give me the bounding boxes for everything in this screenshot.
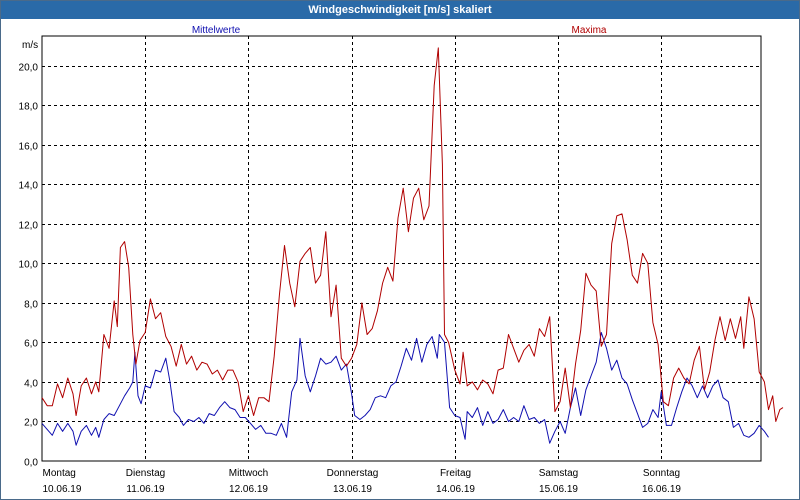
legend-entry-mittelwerte: Mittelwerte <box>192 25 241 36</box>
y-tick-label: 0,0 <box>24 458 38 469</box>
y-tick-label: 18,0 <box>19 102 39 113</box>
x-tick-weekday: Dienstag <box>126 468 165 479</box>
y-tick-label: 20,0 <box>19 63 39 74</box>
window-title: Windgeschwindigkeit [m/s] skaliert <box>1 1 799 19</box>
x-tick-weekday: Mittwoch <box>229 468 268 479</box>
series-line-mittelwerte <box>41 332 769 446</box>
legend: Mittelwerte Maxima <box>192 25 607 36</box>
y-axis-unit: m/s <box>22 40 38 51</box>
x-tick-weekday: Samstag <box>539 468 578 479</box>
x-tick-weekday: Freitag <box>440 468 471 479</box>
y-tick-label: 6,0 <box>24 339 38 350</box>
x-tick-date: 11.06.19 <box>126 484 165 495</box>
x-tick-date: 13.06.19 <box>333 484 372 495</box>
x-tick-date: 15.06.19 <box>539 484 578 495</box>
x-tick-date: 12.06.19 <box>229 484 268 495</box>
x-tick-weekday: Donnerstag <box>327 468 379 479</box>
series-line-maxima <box>41 47 784 422</box>
series-lines <box>41 47 784 446</box>
x-axis: Montag 10.06.19 Dienstag 11.06.19 Mittwoch 12… <box>43 468 682 495</box>
x-tick-date: 16.06.19 <box>642 484 681 495</box>
plot-area <box>41 35 762 462</box>
y-tick-label: 8,0 <box>24 300 38 311</box>
y-tick-label: 12,0 <box>19 221 39 232</box>
y-tick-label: 16,0 <box>19 142 39 153</box>
x-tick-weekday: Sonntag <box>643 468 680 479</box>
y-tick-label: 2,0 <box>24 418 38 429</box>
y-axis: 0,0 2,0 4,0 6,0 8,0 10,0 12,0 14,0 16,0 18,0 20,0 m… <box>19 40 39 469</box>
grid-lines <box>42 36 761 461</box>
y-tick-label: 4,0 <box>24 379 38 390</box>
y-tick-label: 10,0 <box>19 260 39 271</box>
x-tick-date: 10.06.19 <box>43 484 82 495</box>
x-tick-weekday: Montag <box>43 468 76 479</box>
x-tick-date: 14.06.19 <box>436 484 475 495</box>
y-tick-label: 14,0 <box>19 181 39 192</box>
legend-entry-maxima: Maxima <box>571 25 606 36</box>
